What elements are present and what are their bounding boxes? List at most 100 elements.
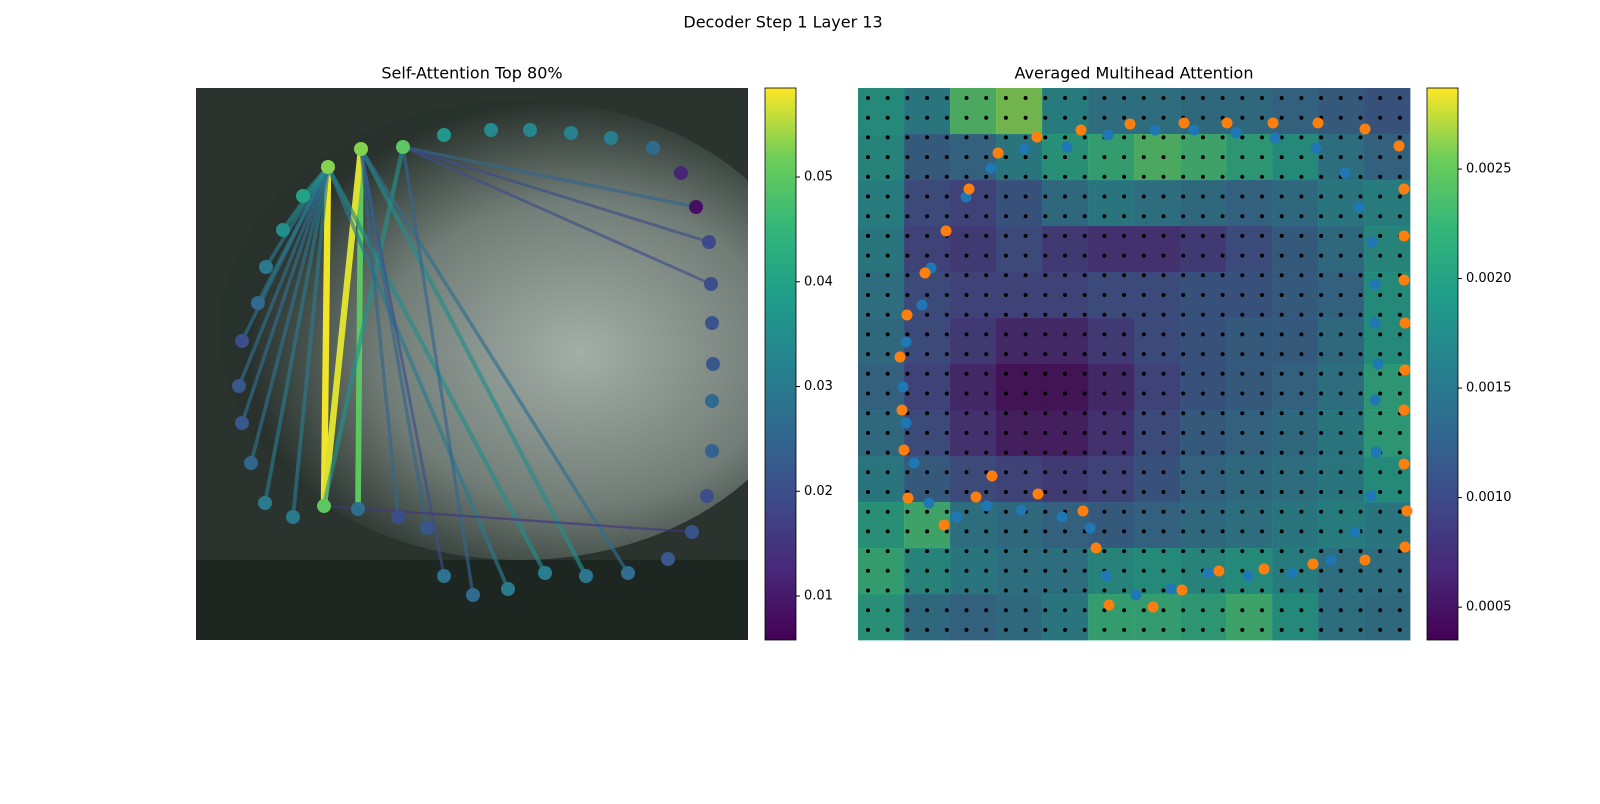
patch-dot	[866, 214, 870, 219]
patch-dot	[1299, 194, 1304, 199]
patch-dot	[1141, 411, 1146, 416]
patch-dot	[1358, 332, 1363, 337]
patch-dot	[1299, 352, 1304, 357]
heat-cell	[1272, 318, 1319, 365]
heat-cell	[1226, 88, 1273, 135]
heat-cell	[1134, 364, 1181, 411]
patch-dot	[1181, 608, 1186, 613]
point	[901, 309, 913, 321]
patch-dot	[1397, 470, 1402, 475]
patch-dot	[1260, 490, 1264, 494]
patch-dot	[1122, 273, 1127, 278]
patch-dot	[1102, 509, 1107, 514]
patch-dot	[1003, 627, 1008, 632]
patch-dot	[1299, 450, 1304, 455]
patch-dot	[1319, 293, 1324, 297]
patch-dot	[1043, 253, 1048, 258]
patch-dot	[984, 273, 989, 278]
patch-dot	[1122, 430, 1127, 435]
patch-dot	[1043, 233, 1048, 238]
patch-dot	[1023, 273, 1028, 278]
patch-dot	[925, 174, 930, 179]
patch-dot	[1082, 352, 1087, 357]
patch-dot	[1181, 233, 1186, 238]
patch-dot	[944, 430, 949, 435]
point	[1349, 526, 1361, 538]
patch-dot	[1378, 332, 1383, 337]
patch-dot	[1023, 549, 1028, 554]
patch-dot	[1240, 352, 1245, 357]
patch-dot	[1279, 293, 1284, 297]
patch-dot	[944, 450, 949, 455]
patch-dot	[866, 115, 870, 120]
patch-dot	[1161, 430, 1166, 435]
point	[938, 519, 950, 531]
heat-cell	[904, 88, 951, 135]
patch-dot	[1220, 253, 1225, 258]
patch-dot	[1358, 470, 1363, 475]
patch-dot	[1279, 371, 1284, 376]
heat-cell	[858, 548, 905, 595]
patch-dot	[984, 96, 989, 100]
patch-dot	[1338, 233, 1343, 238]
patch-dot	[1358, 293, 1363, 297]
patch-dot	[984, 549, 989, 554]
patch-dot	[1299, 371, 1304, 376]
patch-dot	[1220, 233, 1225, 238]
attention-edge	[240, 165, 330, 425]
patch-dot	[1220, 608, 1225, 613]
heat-cell	[858, 364, 905, 411]
patch-dot	[1043, 96, 1048, 100]
patch-dot	[1003, 608, 1008, 613]
patch-dot	[1023, 214, 1028, 219]
heat-cell	[1318, 318, 1365, 365]
patch-dot	[964, 490, 969, 494]
patch-dot	[1358, 96, 1363, 100]
point	[1369, 394, 1381, 406]
heat-cell	[1364, 134, 1411, 181]
subplot-title: Averaged Multihead Attention	[1015, 64, 1254, 83]
patch-dot	[1082, 470, 1087, 475]
patch-dot	[1003, 588, 1008, 593]
patch-dot	[925, 490, 930, 494]
patch-dot	[1141, 155, 1146, 160]
heat-cell	[1272, 410, 1319, 457]
patch-dot	[1279, 253, 1284, 258]
patch-dot	[1279, 96, 1284, 100]
patch-dot	[1141, 549, 1146, 554]
patch-dot	[964, 430, 969, 435]
patch-dot	[1043, 470, 1048, 475]
patch-dot	[1141, 352, 1146, 357]
patch-dot	[1319, 352, 1324, 357]
point	[1213, 565, 1225, 577]
patch-dot	[1240, 411, 1245, 416]
heat-cell	[1226, 594, 1273, 641]
patch-dot	[1141, 253, 1146, 258]
figure-title: Decoder Step 1 Layer 13	[683, 13, 882, 32]
patch-dot	[1082, 312, 1087, 317]
patch-dot	[1220, 214, 1225, 219]
patch-dot	[984, 450, 989, 455]
patch-dot	[1122, 293, 1127, 297]
patch-dot	[984, 194, 989, 199]
patch-dot	[1082, 233, 1087, 238]
heat-cell	[1272, 88, 1319, 135]
patch-dot	[1358, 194, 1363, 199]
patch-dot	[1299, 273, 1304, 278]
patch-dot	[1043, 509, 1048, 514]
patch-dot	[1141, 293, 1146, 297]
patch-dot	[1220, 332, 1225, 337]
patch-dot	[1161, 529, 1166, 534]
patch-dot	[905, 608, 910, 613]
heat-cell	[1272, 226, 1319, 273]
patch-dot	[905, 273, 910, 278]
patch-dot	[1141, 332, 1146, 337]
patch-dot	[1338, 332, 1343, 337]
point	[1398, 230, 1410, 242]
attention-edge	[359, 147, 400, 519]
patch-dot	[885, 391, 890, 396]
point	[902, 492, 914, 504]
patch-dot	[1082, 430, 1087, 435]
patch-dot	[1003, 96, 1008, 100]
